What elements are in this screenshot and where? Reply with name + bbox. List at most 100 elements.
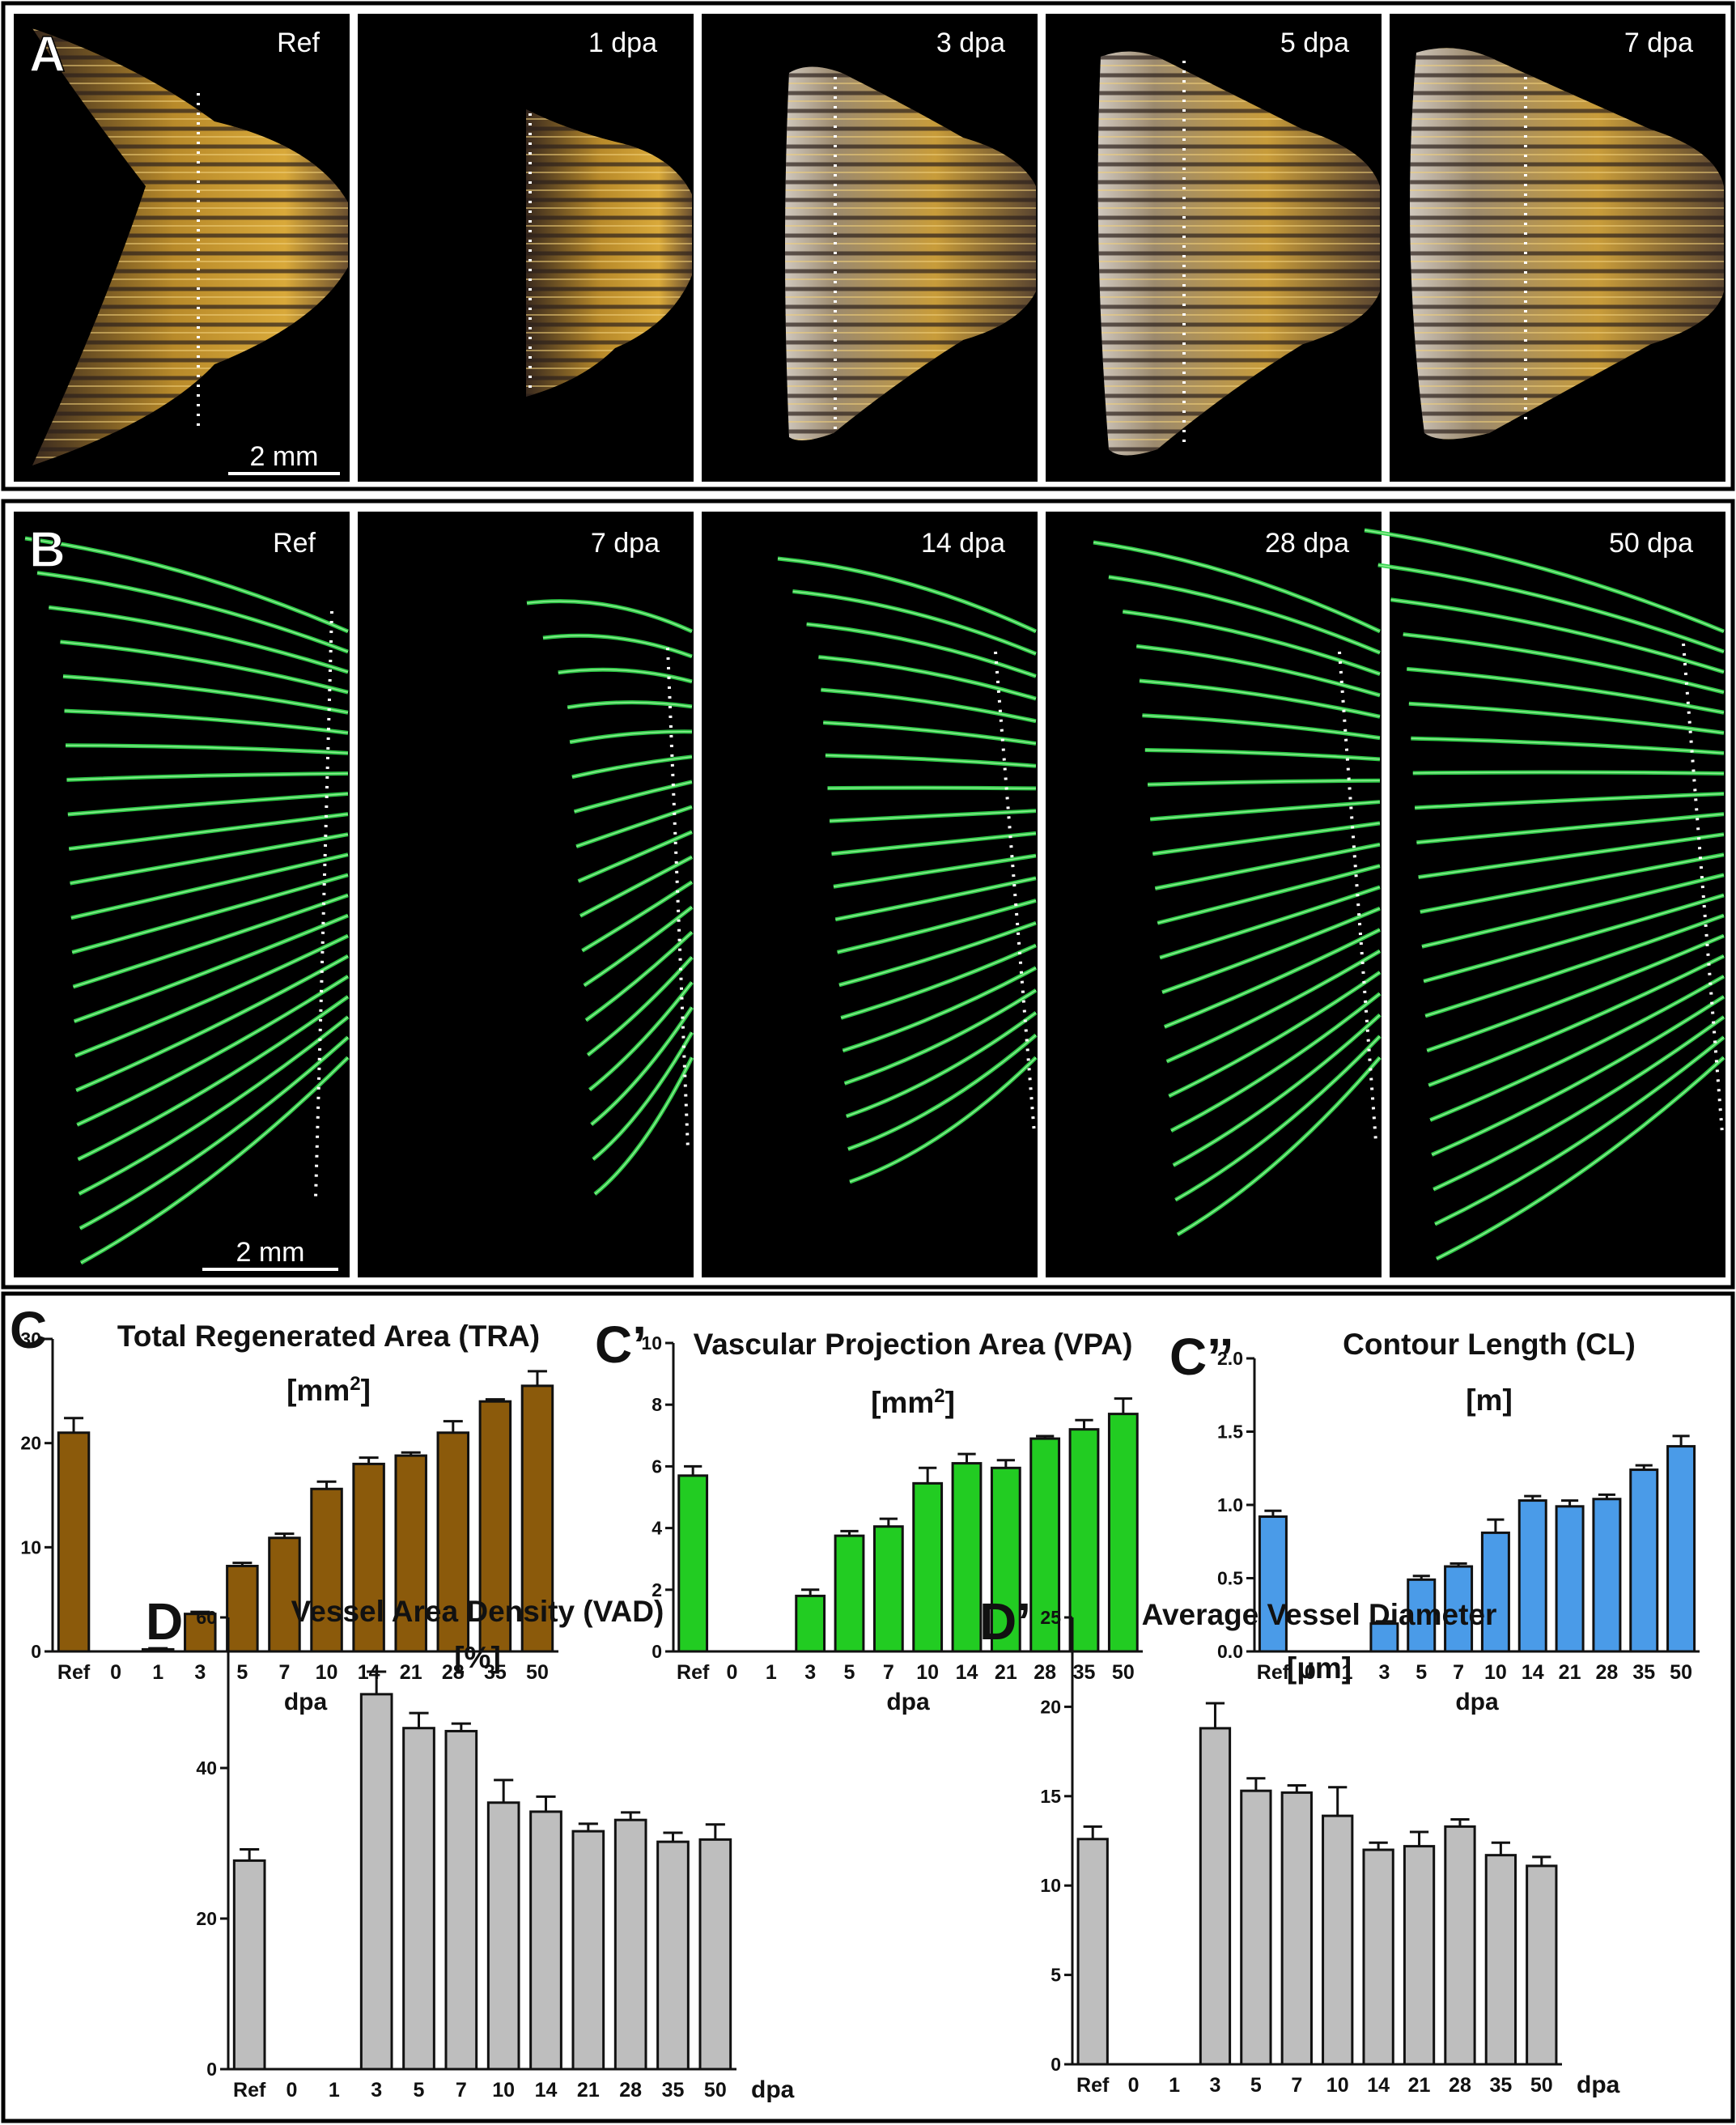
vessel-ray-highlight: [1364, 529, 1725, 632]
y-tick-label: 8: [652, 1394, 662, 1415]
vessel-ray-highlight: [1434, 1036, 1725, 1225]
tile-label: 7 dpa: [591, 528, 660, 559]
bar: [1403, 1845, 1436, 2066]
x-tick-label: 5: [1416, 1661, 1427, 1684]
bar: [834, 1534, 865, 1653]
vessel-ray-highlight: [579, 856, 693, 917]
bar: [571, 1830, 605, 2071]
chart-title: Contour Length (CL): [1343, 1328, 1636, 1361]
fin-rays: [1097, 51, 1380, 456]
bar: [232, 1859, 266, 2071]
bar: [1029, 1437, 1061, 1653]
y-tick-label: 0: [31, 1641, 41, 1662]
chart-title: Vascular Projection Area (VPA): [694, 1328, 1133, 1361]
x-tick-label: 14: [1367, 2074, 1390, 2097]
panel-letter: C: [10, 1301, 47, 1359]
vessel-network: [526, 599, 694, 1196]
x-axis-label: dpa: [1455, 1689, 1499, 1715]
vessel-ray-highlight: [70, 853, 349, 919]
fin-rays: [526, 109, 692, 397]
vessel-ray-highlight: [777, 558, 1037, 632]
x-tick-label: 21: [577, 2079, 600, 2102]
vessel-ray-highlight: [571, 756, 693, 778]
vessel-ray-highlight: [1408, 703, 1725, 734]
chart-tra: C Total Regenerated Area (TRA)[mm2]010203…: [10, 1301, 558, 1715]
y-tick-label: 0.5: [1217, 1568, 1243, 1589]
vessel-ray-highlight: [1431, 996, 1725, 1156]
bar: [57, 1431, 91, 1653]
vessel-ray-highlight: [837, 899, 1037, 954]
panel-letter: D’: [979, 1592, 1031, 1651]
fin-rays: [785, 66, 1036, 440]
x-tick-label: 10: [1484, 1661, 1507, 1684]
panel-a-letter: A: [29, 27, 66, 83]
vessel-ray-highlight: [1412, 771, 1725, 775]
unit-label: [m]: [1466, 1383, 1513, 1417]
bar: [990, 1466, 1021, 1653]
bar: [1592, 1498, 1622, 1653]
x-tick-label: 5: [414, 2079, 425, 2102]
panel-b-frame: [1, 499, 1735, 1290]
vessel-ray-highlight: [843, 967, 1037, 1052]
vessel-ray-highlight: [1157, 865, 1381, 924]
vessel-ray-highlight: [1433, 1016, 1725, 1190]
tile-label: 28 dpa: [1265, 528, 1349, 559]
vessel-ray-highlight: [1177, 1056, 1381, 1235]
y-tick-label: 0: [1051, 2054, 1061, 2075]
vessel-ray-highlight: [1173, 1014, 1381, 1167]
bar: [1480, 1531, 1510, 1653]
vessel-ray-highlight: [1150, 801, 1381, 820]
vessel-ray-highlight: [74, 915, 349, 1022]
vessel-ray-highlight: [589, 982, 693, 1090]
vessel-ray-highlight: [1377, 564, 1725, 652]
bar: [698, 1838, 732, 2071]
vessel-ray-highlight: [1423, 895, 1725, 982]
vessel-ray-highlight: [67, 793, 349, 815]
y-tick-label: 0.0: [1217, 1641, 1243, 1662]
x-tick-label: 35: [1073, 1661, 1096, 1684]
x-tick-label: 35: [1632, 1661, 1655, 1684]
tile-label: 50 dpa: [1609, 528, 1693, 559]
fin-rays: [1410, 48, 1724, 440]
panel-cd-frame: [1, 1291, 1735, 2123]
y-tick-label: 20: [20, 1433, 41, 1454]
unit-superscript: 2: [350, 1373, 360, 1395]
x-tick-label: 14: [956, 1661, 978, 1684]
vessel-ray-highlight: [1139, 680, 1381, 718]
vessel-ray-highlight: [840, 945, 1037, 1019]
bar: [1444, 1825, 1476, 2066]
photo-background: [358, 512, 694, 1277]
vessel-ray-highlight: [575, 806, 693, 848]
x-tick-label: 3: [1378, 1661, 1390, 1684]
unit-text: [m]: [1466, 1383, 1513, 1417]
vessel-ray-highlight: [1403, 633, 1725, 693]
y-tick-label: 0: [206, 2059, 217, 2080]
bar: [795, 1594, 826, 1653]
bar: [394, 1454, 427, 1653]
x-tick-label: 3: [194, 1661, 206, 1684]
vessel-ray-highlight: [574, 781, 693, 813]
vessel-ray-highlight: [64, 710, 349, 734]
bar: [872, 1525, 904, 1653]
y-tick-label: 10: [20, 1536, 41, 1558]
vessel-ray-highlight: [70, 833, 349, 884]
panel-a-tile-5: 7 dpa: [1390, 14, 1725, 482]
vessel-ray-highlight: [591, 1007, 693, 1125]
unit-text: [%]: [454, 1641, 501, 1674]
y-tick-label: 60: [196, 1607, 217, 1628]
panel-b-tile-2: 7 dpa: [358, 512, 694, 1277]
vessel-ray-highlight: [1407, 668, 1725, 714]
x-tick-label: 10: [916, 1661, 939, 1684]
vessel-ray-highlight: [584, 907, 693, 986]
y-tick-label: 20: [1040, 1696, 1061, 1717]
panel-b-tile-3: 14 dpa: [702, 512, 1038, 1277]
vessel-ray-highlight: [24, 538, 349, 632]
vessel-ray-highlight: [80, 1056, 349, 1264]
bar: [1526, 1864, 1558, 2066]
y-tick-label: 0: [652, 1641, 662, 1662]
x-tick-label: 21: [1559, 1661, 1581, 1684]
vessel-ray-highlight: [74, 935, 349, 1056]
y-tick-label: 2.0: [1217, 1348, 1243, 1369]
x-axis-label: dpa: [751, 2076, 795, 2103]
